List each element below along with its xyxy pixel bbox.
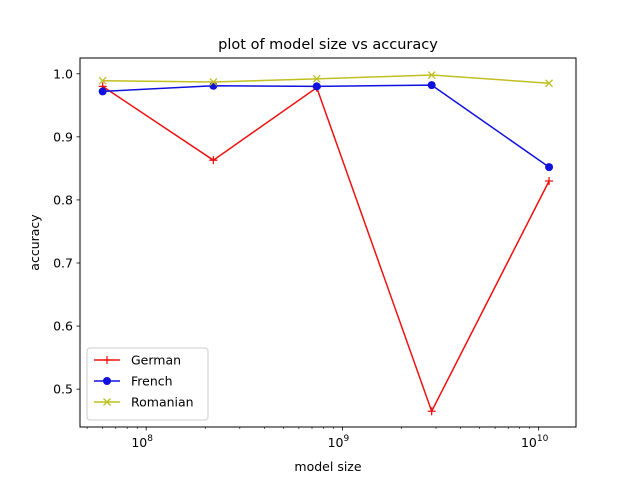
y-axis-label: accuracy	[27, 214, 42, 271]
series-romanian	[98, 71, 554, 88]
y-tick-label: 0.8	[53, 192, 73, 207]
y-tick-label: 0.5	[53, 382, 73, 397]
data-point-romanian	[98, 76, 107, 85]
legend-label-french: French	[131, 374, 173, 389]
data-point-french	[545, 163, 554, 172]
series-line-romanian	[102, 74, 550, 84]
legend-label-romanian: Romanian	[131, 395, 194, 410]
y-tick-label: 0.9	[53, 129, 73, 144]
data-point-romanian	[312, 74, 321, 83]
series-line-french	[102, 84, 550, 168]
y-tick-label: 0.7	[53, 256, 73, 271]
y-tick-label: 0.6	[53, 319, 73, 334]
x-tick-label: 108	[131, 434, 153, 450]
chart-title: plot of model size vs accuracy	[218, 37, 438, 53]
legend-item-romanian: Romanian	[94, 395, 194, 410]
data-point-romanian	[427, 71, 436, 79]
y-tick-label: 1.0	[53, 66, 73, 81]
legend: German French Romanian	[86, 347, 209, 421]
series-french	[98, 81, 554, 172]
data-point-german	[209, 156, 218, 165]
legend-marker-romanian	[103, 398, 111, 406]
x-tick-label: 109	[328, 434, 350, 450]
plot-area-frame	[79, 57, 577, 428]
data-point-romanian	[545, 79, 554, 88]
data-point-romanian	[209, 78, 218, 86]
data-point-french	[427, 81, 436, 90]
data-point-french	[98, 87, 107, 96]
legend-item-german: German	[94, 353, 181, 368]
legend-marker-german	[103, 356, 111, 364]
data-point-french	[209, 81, 218, 90]
x-axis-label: model size	[294, 459, 361, 474]
legend-item-french: French	[94, 374, 173, 389]
legend-marker-french	[103, 377, 111, 385]
data-point-french	[312, 82, 321, 91]
x-tick-label: 1010	[521, 434, 549, 450]
data-point-german	[545, 177, 554, 185]
data-point-german	[427, 407, 436, 416]
legend-label-german: German	[131, 353, 181, 368]
